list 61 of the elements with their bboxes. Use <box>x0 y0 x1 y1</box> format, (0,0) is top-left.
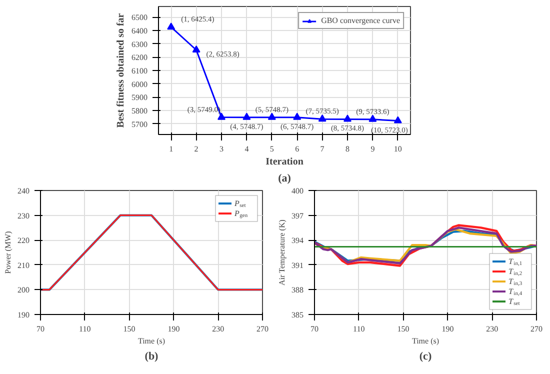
x-tick-label: 190 <box>168 324 180 334</box>
y-axis-title: Air Temperature (K) <box>278 219 286 286</box>
x-tick-label: 70 <box>310 324 318 334</box>
text: (b) <box>144 350 159 362</box>
y-tick-label: 5700 <box>132 120 148 129</box>
x-tick-label: 4 <box>244 144 249 154</box>
x-axis-title: Time (s) <box>412 336 440 346</box>
y-tick-label: 397 <box>292 211 304 220</box>
point <box>192 45 200 53</box>
x-tick-label: 1 <box>169 144 174 154</box>
y-tick-label: 230 <box>18 211 30 220</box>
x-axis-title: Iteration <box>266 156 304 168</box>
y-tick-label: 6400 <box>132 26 148 36</box>
text: (c) <box>419 350 432 362</box>
point <box>344 114 352 122</box>
x-tick-label: 6 <box>295 144 300 154</box>
point <box>293 112 302 120</box>
x-axis-title: Time (s) <box>138 336 166 346</box>
y-tick-label: 5800 <box>132 106 148 116</box>
x-tick-label: 70 <box>36 324 44 334</box>
x-tick-label: 110 <box>353 324 365 334</box>
x-tick-label: 8 <box>346 144 350 154</box>
y-tick-label: 388 <box>292 286 304 295</box>
y-tick-label: 394 <box>292 236 304 246</box>
x-tick-label: 9 <box>370 144 375 154</box>
y-tick-label: 6300 <box>132 40 148 49</box>
x-tick-label: 270 <box>530 324 542 334</box>
text: (a) <box>278 172 292 184</box>
x-tick-label: 150 <box>123 324 136 334</box>
x-tick-label: 7 <box>320 144 324 154</box>
x-tick-label: 10 <box>394 144 402 154</box>
y-tick-label: 6100 <box>132 66 148 76</box>
x-tick-label: 230 <box>212 324 224 334</box>
x-tick-label: 230 <box>486 324 498 334</box>
x-tick-label: 270 <box>256 324 268 334</box>
y-axis-title: Power (MW) <box>4 230 12 274</box>
point <box>218 112 226 120</box>
y-tick-label: 6500 <box>132 13 148 22</box>
y-tick-label: 190 <box>18 310 30 320</box>
point <box>242 112 251 120</box>
x-tick-label: 150 <box>397 324 410 334</box>
point <box>167 22 176 30</box>
x-tick-label: 5 <box>270 144 274 154</box>
y-tick-label: 400 <box>292 186 304 196</box>
y-tick-label: 385 <box>292 310 304 320</box>
y-tick-label: 6000 <box>132 80 148 89</box>
x-tick-label: 110 <box>79 324 91 334</box>
y-tick-label: 240 <box>18 186 30 196</box>
point <box>394 116 402 124</box>
y-tick-label: 200 <box>18 286 30 295</box>
x-tick-label: 3 <box>220 144 224 154</box>
legend-label: GBO convergence curve <box>321 16 400 25</box>
y-tick-label: 6200 <box>132 53 148 62</box>
x-tick-label: 190 <box>442 324 454 334</box>
y-axis-title: Best fitness obtained so far <box>116 12 126 128</box>
y-tick-label: 5900 <box>132 93 148 102</box>
point <box>318 114 326 122</box>
y-tick-label: 391 <box>292 260 304 270</box>
y-tick-label: 210 <box>18 260 30 270</box>
y-tick-label: 220 <box>18 236 30 246</box>
x-tick-label: 2 <box>194 144 198 154</box>
